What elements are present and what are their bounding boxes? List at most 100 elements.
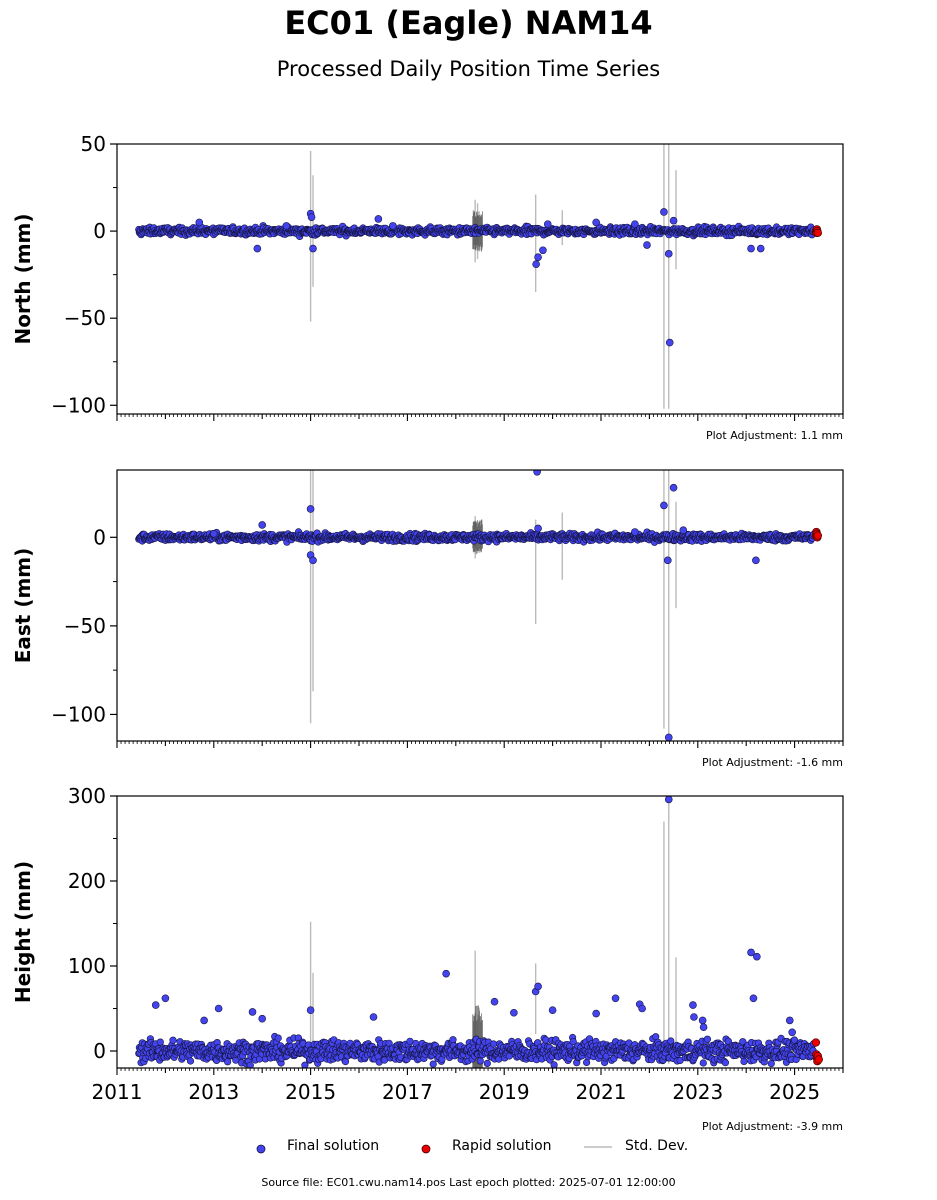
x-tick-label: 2017 xyxy=(382,1080,433,1104)
final-solution-point xyxy=(210,529,218,538)
final-solution-point xyxy=(200,1016,208,1025)
rapid-solution-legend-marker xyxy=(421,1144,431,1154)
final-solution-point xyxy=(747,948,755,957)
final-solution-points xyxy=(135,208,818,347)
y-tick-label: 0 xyxy=(93,1039,106,1063)
final-solution-point xyxy=(248,1008,257,1016)
final-solution-point xyxy=(301,1061,309,1068)
y-tick-label: 100 xyxy=(68,954,106,978)
final-solution-point xyxy=(592,218,600,227)
final-solution-point xyxy=(449,1036,457,1044)
y-tick-label: −50 xyxy=(64,614,106,638)
y-tick-label: 300 xyxy=(68,784,106,808)
y-axis-label: North (mm) xyxy=(11,213,35,344)
x-tick-label: 2021 xyxy=(576,1080,627,1104)
final-solution-point xyxy=(740,1057,748,1066)
final-solution-point xyxy=(703,1035,712,1043)
final-solution-point xyxy=(214,1004,223,1013)
final-solution-point xyxy=(156,1038,164,1046)
final-solution-point xyxy=(483,1059,491,1067)
final-solution-point xyxy=(611,994,620,1003)
final-solution-point xyxy=(539,246,547,255)
final-solution-point xyxy=(258,1014,267,1023)
final-solution-legend-marker xyxy=(256,1144,266,1154)
final-solution-point xyxy=(309,556,317,565)
final-solution-point xyxy=(753,952,761,961)
final-solution-point xyxy=(790,1036,799,1044)
final-solution-point xyxy=(274,1034,282,1042)
final-solution-point xyxy=(665,338,674,347)
final-solution-point xyxy=(282,222,291,230)
final-solution-point xyxy=(490,997,499,1006)
final-solution-point xyxy=(756,244,765,253)
final-solution-point xyxy=(543,220,552,228)
x-tick-label: 2025 xyxy=(769,1080,820,1104)
x-tick-label: 2013 xyxy=(188,1080,239,1104)
y-axis-label: Height (mm) xyxy=(11,861,35,1003)
plot-adjustment-label: Plot Adjustment: -1.6 mm xyxy=(702,756,843,769)
panel-3: 0 100 200 300 2011 2013 2015 2017 2019 2021 2023 20… xyxy=(11,784,844,1133)
final-solution-point xyxy=(306,1006,315,1015)
final-solution-point xyxy=(533,470,541,476)
plot-area-2 xyxy=(135,470,822,741)
final-solution-point xyxy=(569,1037,577,1046)
y-tick-label: 50 xyxy=(81,132,106,156)
final-solution-point xyxy=(669,483,678,492)
final-solution-point xyxy=(788,1028,796,1037)
y-tick-label: 0 xyxy=(93,219,106,243)
final-solution-point xyxy=(698,1016,707,1025)
y-tick-label: 0 xyxy=(93,525,106,549)
x-tick-label: 2015 xyxy=(285,1080,336,1104)
plot-frame xyxy=(116,469,844,742)
final-solution-point xyxy=(476,1057,484,1065)
rapid-solution-point xyxy=(813,531,822,540)
final-solution-point xyxy=(534,982,542,991)
final-solution-point xyxy=(224,1058,232,1066)
final-solution-point xyxy=(679,526,688,535)
final-solution-point xyxy=(739,1038,747,1046)
final-solution-point xyxy=(689,1001,697,1009)
final-solution-point xyxy=(548,1006,557,1015)
final-solution-point xyxy=(151,1001,160,1009)
final-solution-point xyxy=(660,208,668,216)
final-solution-legend-label: Final solution xyxy=(287,1138,380,1154)
final-solution-point xyxy=(592,1009,600,1018)
final-solution-point xyxy=(664,249,673,258)
chart-subtitle: Processed Daily Position Time Series xyxy=(276,57,661,81)
y-tick-label: −50 xyxy=(64,306,106,330)
panel-2: −100 −50 0 East (mm) Plot Adjustment: -1.6 m… xyxy=(11,469,844,769)
final-solution-point xyxy=(752,556,760,565)
final-solution-point xyxy=(253,244,262,253)
final-solution-point xyxy=(534,253,542,262)
final-solution-point xyxy=(534,524,542,533)
y-axis-label: East (mm) xyxy=(11,548,35,664)
plot-adjustment-label: Plot Adjustment: 1.1 mm xyxy=(706,429,843,442)
final-solution-point xyxy=(669,216,678,225)
final-solution-point xyxy=(309,244,317,253)
final-solution-points xyxy=(135,470,818,741)
y-tick-label: −100 xyxy=(51,393,106,417)
final-solution-point xyxy=(246,1061,254,1068)
final-solution-point xyxy=(699,1059,707,1067)
final-solution-point xyxy=(307,213,316,221)
chart-title: EC01 (Eagle) NAM14 xyxy=(284,4,653,42)
final-solution-point xyxy=(532,260,540,268)
source-file-footer: Source file: EC01.cwu.nam14.pos Last epo… xyxy=(261,1176,676,1189)
y-tick-label: 200 xyxy=(68,869,106,893)
final-solution-point xyxy=(631,220,639,228)
final-solution-point xyxy=(690,1013,698,1021)
final-solution-point xyxy=(638,1004,646,1013)
rapid-solution-point xyxy=(811,1038,821,1047)
final-solution-point xyxy=(161,994,170,1003)
plot-area-1 xyxy=(135,144,822,409)
panel-1: −100 −50 0 50 North (mm) Plot Adjustment: 1.1… xyxy=(11,132,844,442)
rapid-solution-legend-label: Rapid solution xyxy=(452,1138,552,1154)
final-solution-point xyxy=(442,969,450,978)
std-dev-legend-label: Std. Dev. xyxy=(625,1138,689,1154)
plot-area-3 xyxy=(135,796,823,1068)
final-solution-point xyxy=(747,244,755,253)
final-solution-point xyxy=(195,218,204,227)
final-solution-point xyxy=(186,1057,195,1065)
final-solution-point xyxy=(785,1016,794,1025)
